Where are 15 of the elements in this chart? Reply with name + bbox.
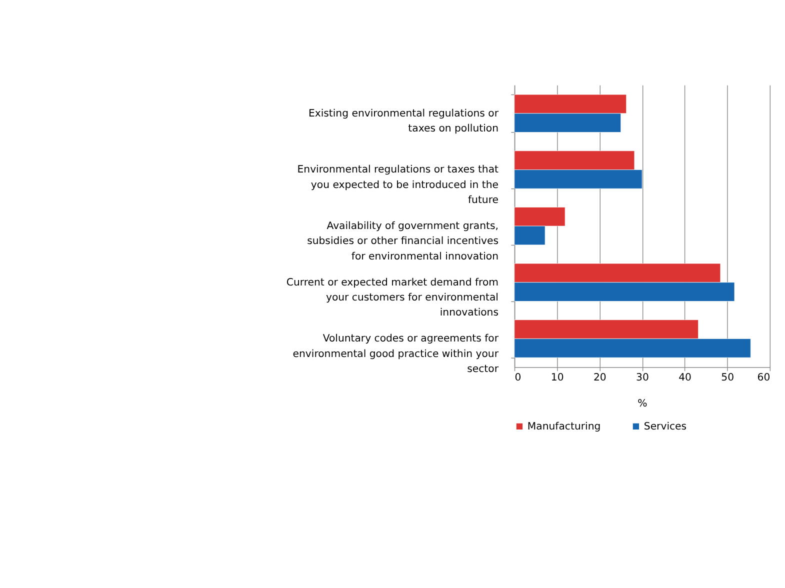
x-tick-label: 20 [593, 372, 606, 384]
x-tick-label: 30 [636, 372, 649, 384]
x-tick-label: 10 [550, 372, 564, 384]
y-tick-label: Existing environmental regulations or taxes on pollution [308, 108, 500, 135]
y-tick-label: Current or expected market demand from your customers for environmental innovations [286, 277, 498, 319]
y-tick-label: Voluntary codes or agreements for environmental good practice within your sector [292, 334, 500, 375]
legend-label: Manufacturing [527, 421, 601, 432]
legend-label: Services [644, 421, 687, 432]
x-tick-label: 50 [721, 372, 734, 384]
y-tick-label: Availability of government grants, subsidies or other financial incentives for environmental innovation [307, 220, 498, 262]
x-tick-label: 60 [757, 372, 770, 384]
x-tick-label: 0 [514, 372, 522, 384]
x-axis-title: % [638, 398, 648, 410]
y-tick-label: Environmental regulations or taxes that you expected to be introduced in the future [297, 164, 499, 206]
x-tick-label: 40 [678, 372, 692, 384]
